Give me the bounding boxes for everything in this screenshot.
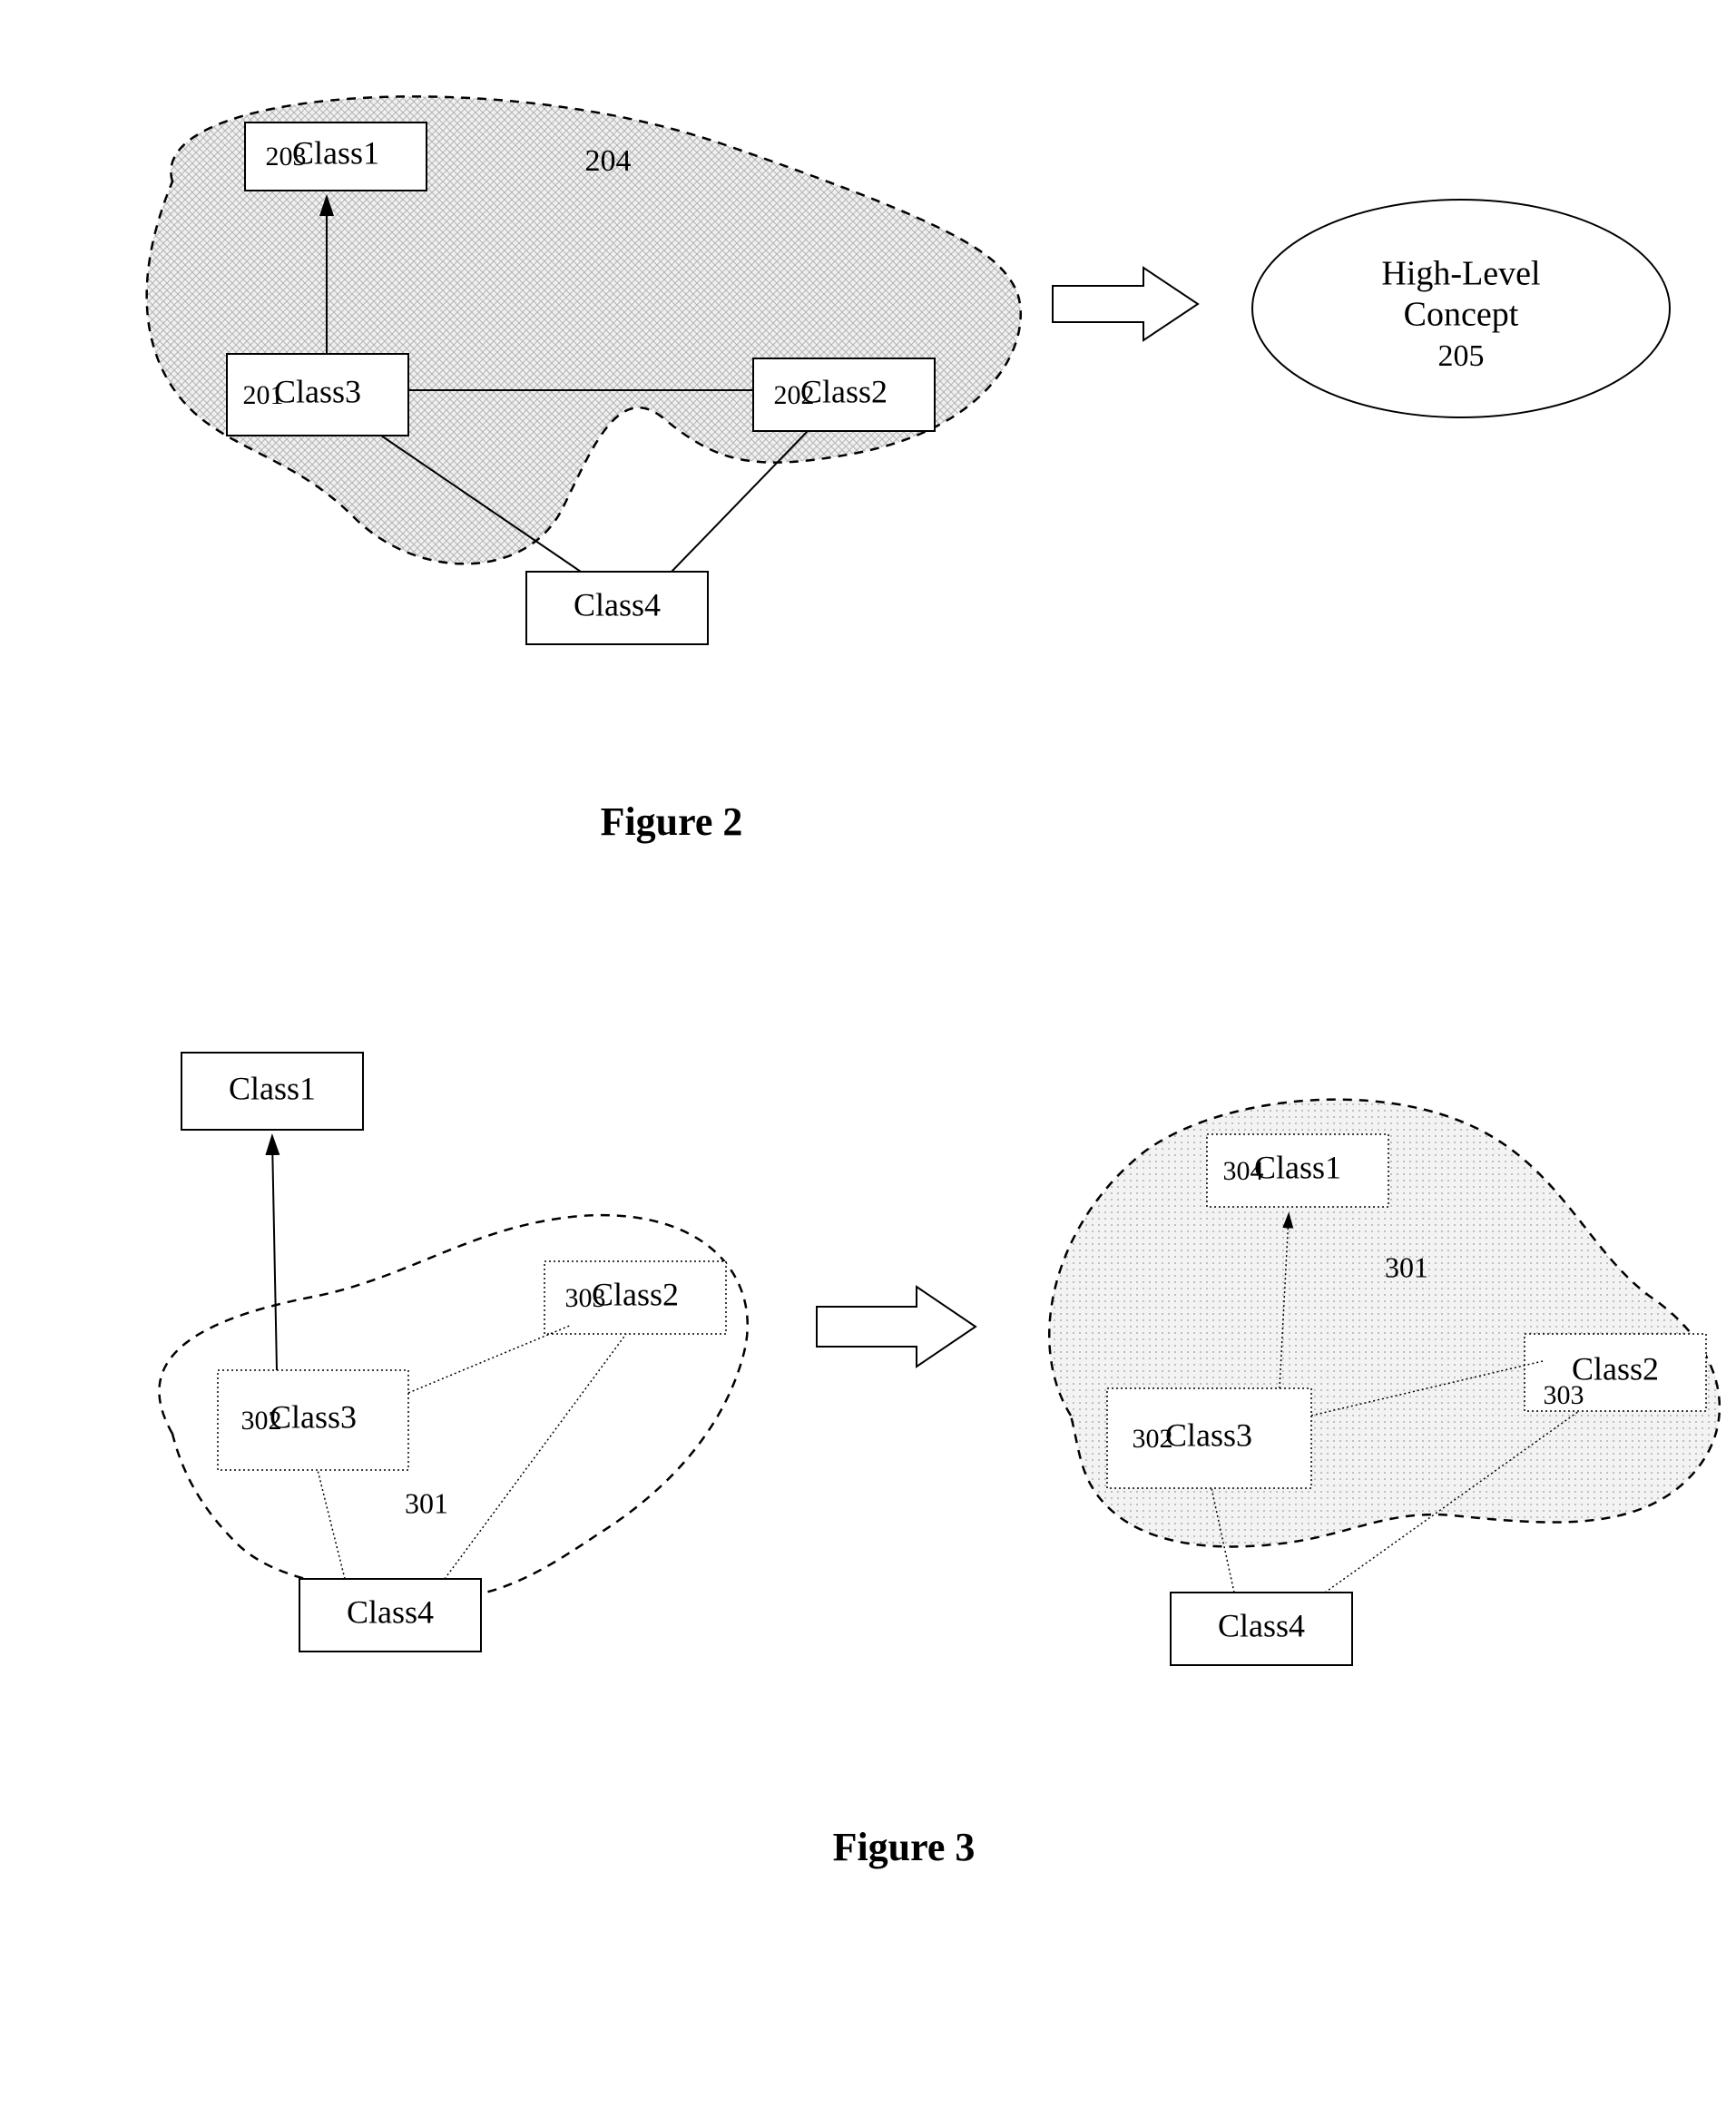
concept-ref: 205 xyxy=(1438,339,1485,373)
left-class3-label: Class3 xyxy=(270,1398,357,1435)
class4-label: Class4 xyxy=(574,586,661,622)
left-edge-c4-c2 xyxy=(445,1334,626,1579)
left-blob-ref: 301 xyxy=(405,1486,448,1519)
concept-line1: High-Level xyxy=(1381,255,1540,293)
right-class2-label: Class2 xyxy=(1572,1350,1659,1387)
figure-2-diagram: 204 Class1 203 Class3 201 Class2 202 Cla… xyxy=(36,36,1736,944)
blob-204-ref: 204 xyxy=(585,144,632,178)
right-blob-ref: 301 xyxy=(1385,1250,1428,1283)
left-class4-label: Class4 xyxy=(347,1593,434,1630)
right-class3-label: Class3 xyxy=(1165,1416,1252,1453)
right-class1-ref: 304 xyxy=(1223,1156,1264,1186)
left-edge-c3-c1 xyxy=(272,1139,277,1370)
left-edge-c3-c2 xyxy=(408,1325,572,1393)
left-class2-ref: 303 xyxy=(565,1283,606,1313)
left-class3-ref: 302 xyxy=(241,1406,282,1436)
concept-line2: Concept xyxy=(1404,296,1519,334)
figure-2-caption: Figure 2 xyxy=(601,799,743,844)
class2-ref: 202 xyxy=(774,380,815,410)
left-edge-c4-c3 xyxy=(318,1470,345,1579)
fig3-left: 301 Class1 Class2 303 Class3 302 Class4 xyxy=(159,1053,747,1652)
fig3-right: 301 Class1 304 Class2 303 Class3 302 Cla… xyxy=(1049,1100,1720,1665)
arrow-left-to-right xyxy=(817,1287,976,1367)
figure-3-caption: Figure 3 xyxy=(833,1825,976,1869)
class1-ref: 203 xyxy=(266,142,307,172)
class3-label: Class3 xyxy=(274,373,361,409)
right-class3-ref: 302 xyxy=(1133,1424,1173,1454)
right-class1-label: Class1 xyxy=(1254,1149,1341,1185)
class3-ref: 201 xyxy=(243,380,284,410)
arrow-to-concept xyxy=(1053,268,1198,340)
left-class1-label: Class1 xyxy=(229,1070,316,1106)
figure-3-diagram: 301 Class1 Class2 303 Class3 302 Class4 … xyxy=(36,944,1736,1942)
right-class2-ref: 303 xyxy=(1544,1380,1584,1410)
right-class4-label: Class4 xyxy=(1218,1607,1305,1643)
